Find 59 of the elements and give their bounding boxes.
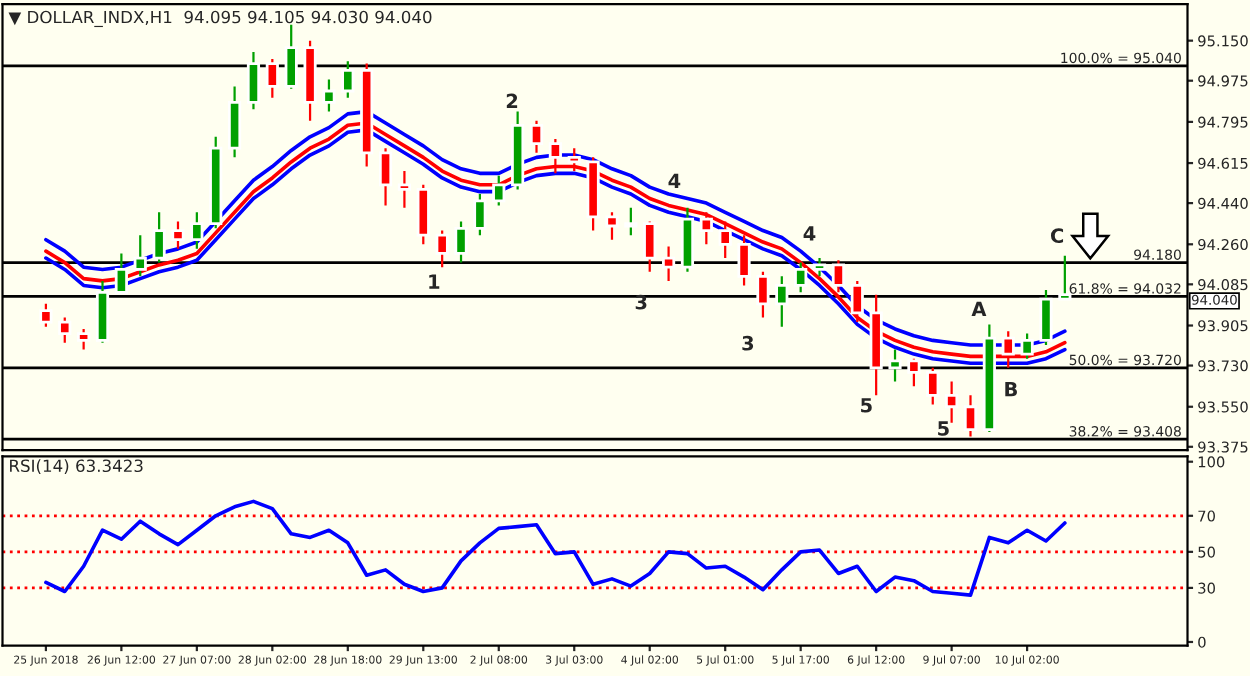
candlestick xyxy=(775,275,789,328)
candlestick xyxy=(416,183,430,246)
candlestick xyxy=(454,220,468,264)
annotation: 3 xyxy=(742,335,754,351)
candlestick xyxy=(341,60,355,99)
candlestick xyxy=(284,23,298,90)
candlestick xyxy=(228,85,242,159)
candlestick xyxy=(492,174,506,207)
candlestick xyxy=(926,366,940,406)
candlestick xyxy=(58,316,72,344)
line-series xyxy=(44,499,1067,597)
chart-title: RSI(14) 63.3423 xyxy=(10,459,143,474)
candlestick xyxy=(963,394,978,438)
candlestick xyxy=(397,169,411,209)
candlestick xyxy=(907,357,921,388)
candlestick xyxy=(152,211,166,264)
chart-title: ▼ DOLLAR_INDX,H1 94.095 94.105 94.030 94.040 xyxy=(8,10,432,28)
candlestick xyxy=(246,50,261,111)
candlestick xyxy=(605,211,619,241)
candlestick xyxy=(171,220,185,250)
candlestick xyxy=(39,302,53,328)
candlestick xyxy=(812,256,827,278)
candlestick xyxy=(114,252,128,294)
annotation: 5 xyxy=(938,421,949,436)
candlestick xyxy=(945,380,959,424)
candlestick xyxy=(737,234,751,287)
candlestick xyxy=(265,57,279,99)
annotation: 1 xyxy=(429,274,440,289)
candlestick xyxy=(718,220,732,260)
candlestick xyxy=(850,279,864,324)
annotation: 3 xyxy=(635,294,647,310)
annotation: 5 xyxy=(861,398,872,413)
candlestick xyxy=(473,192,487,237)
candlestick xyxy=(435,229,449,269)
candlestick xyxy=(831,259,845,294)
annotation: 4 xyxy=(668,173,681,188)
candlestick xyxy=(378,147,393,207)
candlestick xyxy=(1039,288,1053,347)
candlestick xyxy=(756,270,770,319)
candlestick xyxy=(662,245,676,283)
candlestick xyxy=(529,119,544,154)
candlestick xyxy=(624,206,638,237)
annotation: C xyxy=(1050,228,1064,244)
candlestick xyxy=(567,147,581,173)
annotation: 4 xyxy=(803,226,816,241)
candlestick xyxy=(133,234,147,278)
candlestick xyxy=(190,211,204,250)
annotation: 2 xyxy=(506,93,518,109)
annotation: A xyxy=(971,301,987,316)
annotation: B xyxy=(1005,382,1017,397)
candlestick xyxy=(888,348,902,383)
candlestick xyxy=(643,220,657,273)
candlestick xyxy=(794,261,808,294)
candlestick xyxy=(699,211,713,246)
candlestick xyxy=(1058,254,1072,301)
candlestick xyxy=(77,327,91,351)
candlestick xyxy=(322,78,336,113)
candlestick xyxy=(548,137,562,175)
candlestick xyxy=(1020,332,1034,360)
